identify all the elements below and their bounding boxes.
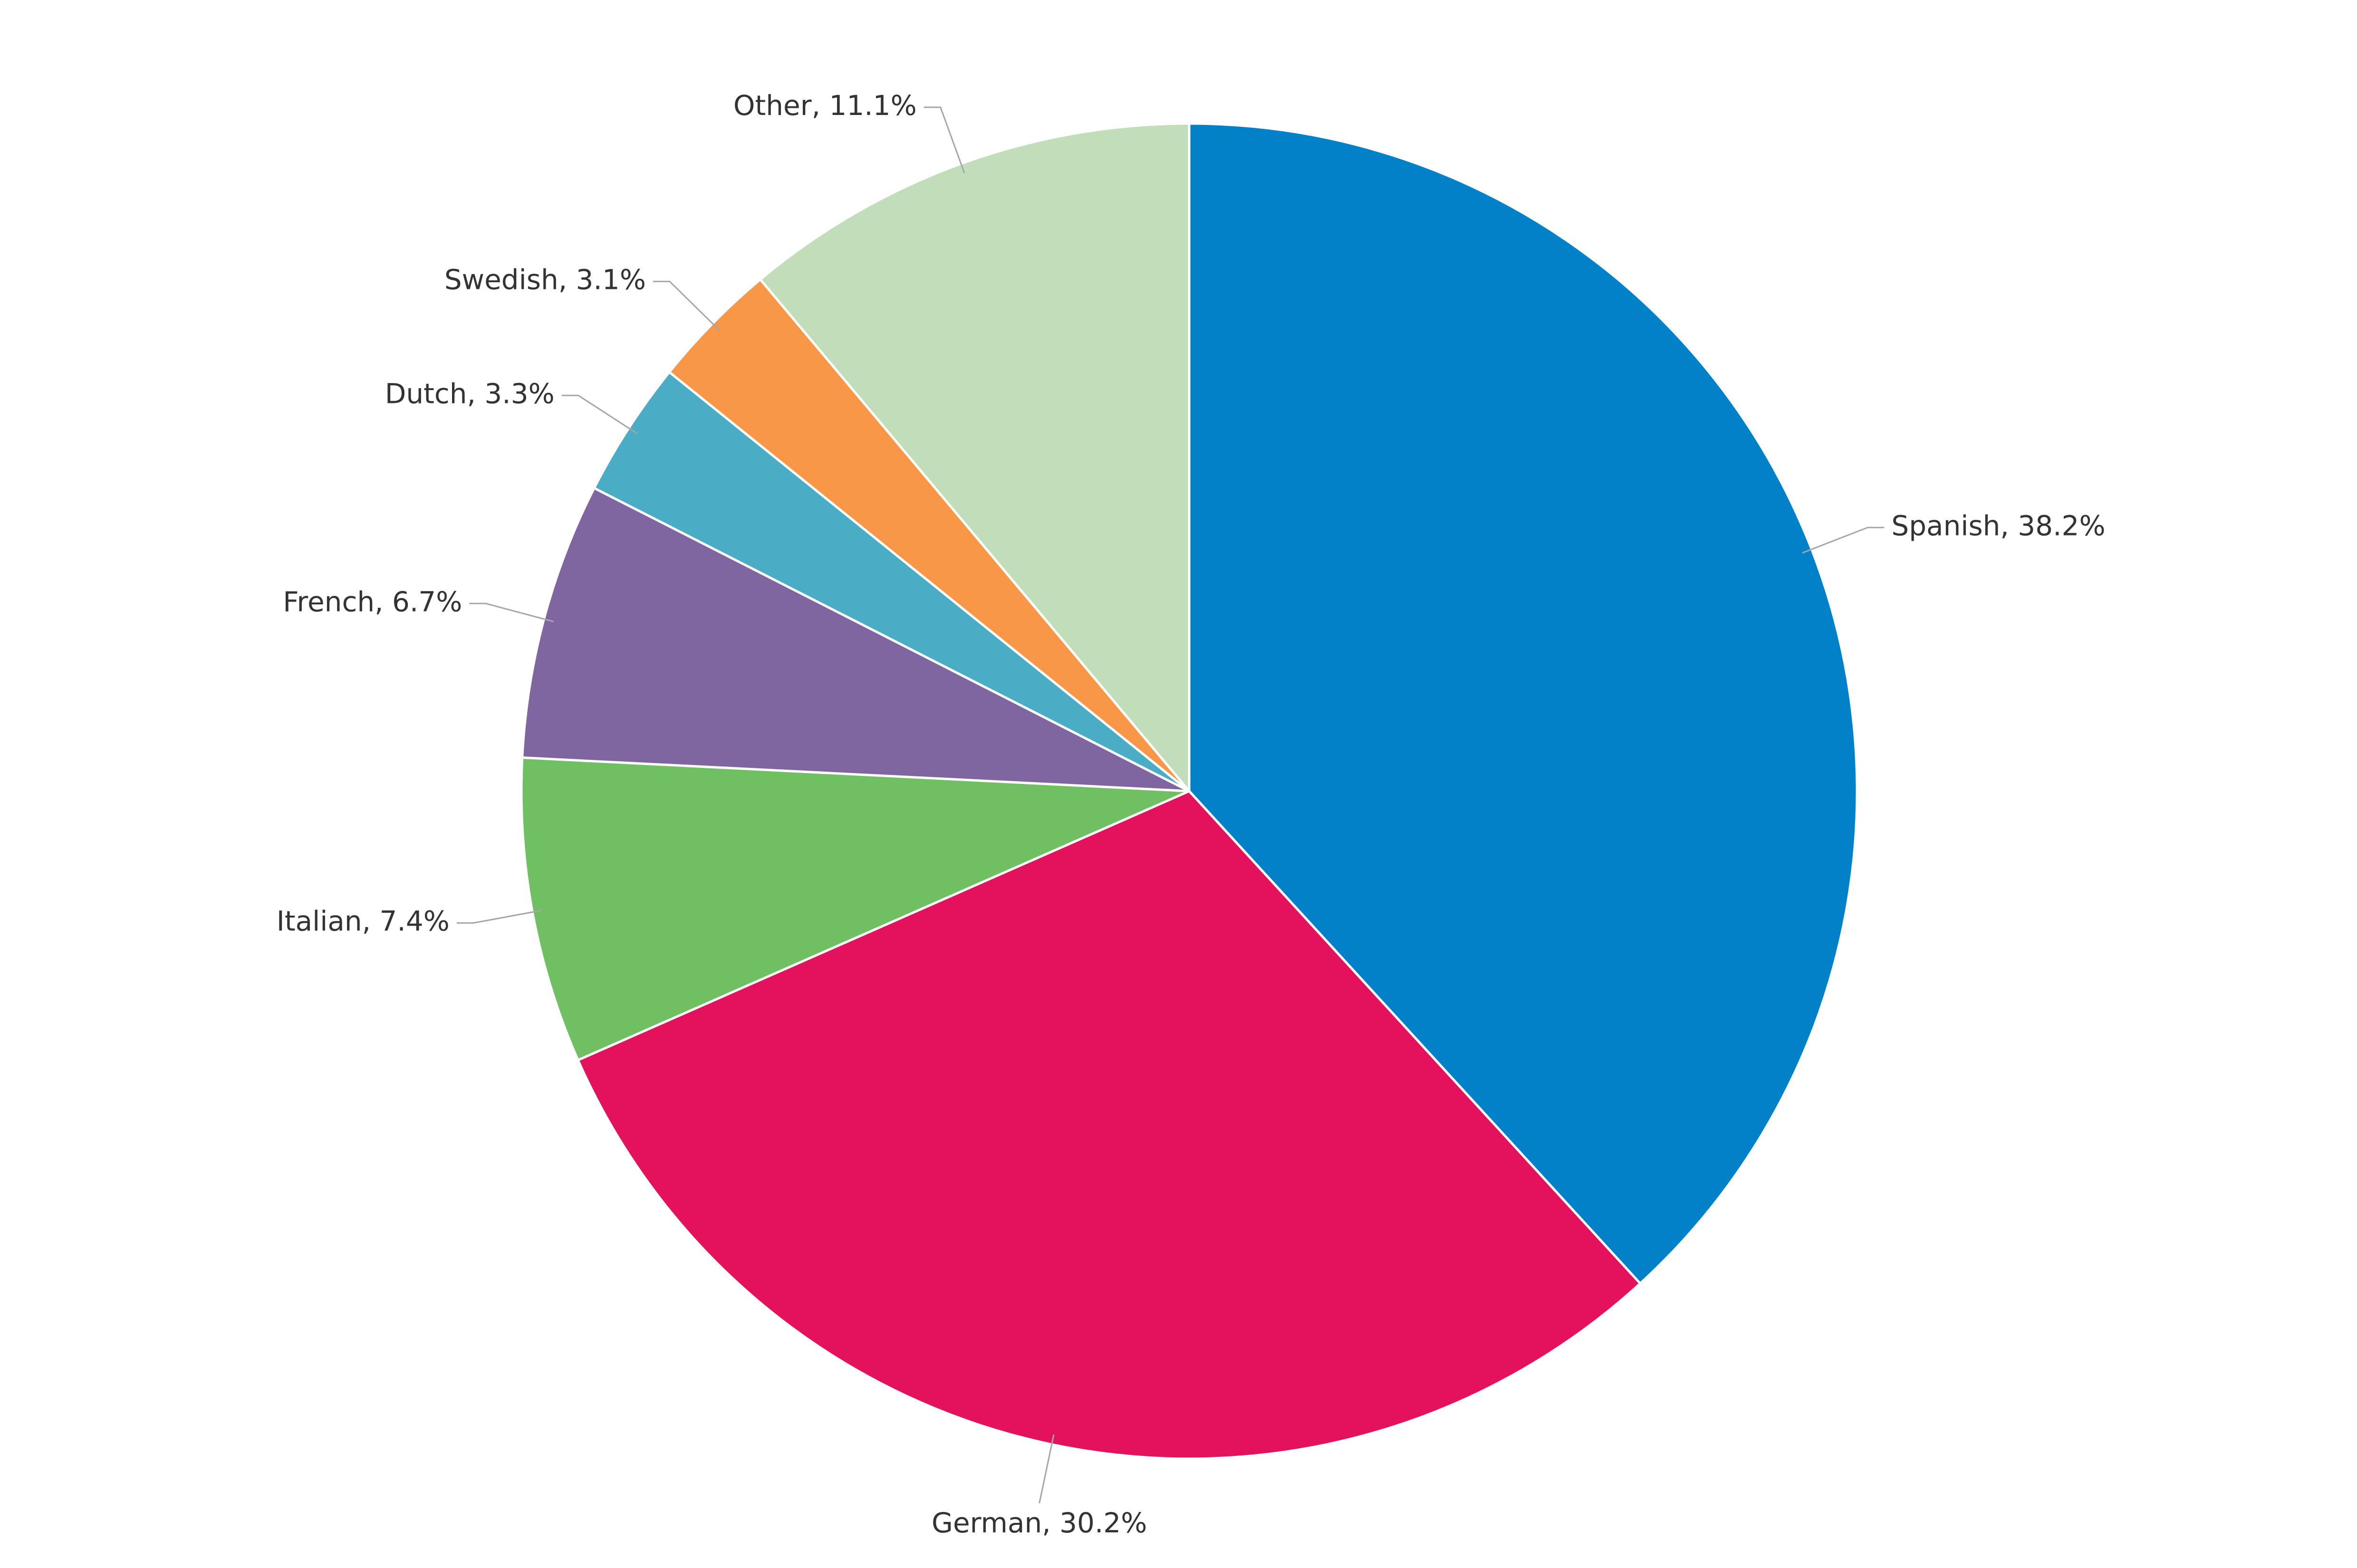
leader-line xyxy=(924,107,964,173)
leader-line xyxy=(562,395,637,433)
data-label: Swedish, 3.1% xyxy=(444,263,646,296)
data-label: Dutch, 3.3% xyxy=(385,377,555,410)
data-label: Italian, 7.4% xyxy=(277,905,450,937)
data-label: Other, 11.1% xyxy=(733,89,917,122)
leader-line xyxy=(1039,1434,1054,1503)
page: Spanish, 38.2% German, 30.2% Italian, 7.4%… xyxy=(0,0,2357,1568)
chart: Spanish, 38.2% German, 30.2% Italian, 7.4%… xyxy=(0,0,2357,1568)
data-label: Spanish, 38.2% xyxy=(1891,509,2105,542)
leader-line xyxy=(653,281,720,330)
leader-line xyxy=(457,910,542,923)
leader-line xyxy=(469,603,554,621)
leader-line xyxy=(1802,527,1885,553)
data-label: German, 30.2% xyxy=(932,1507,1147,1539)
data-label: French, 6.7% xyxy=(283,585,462,618)
